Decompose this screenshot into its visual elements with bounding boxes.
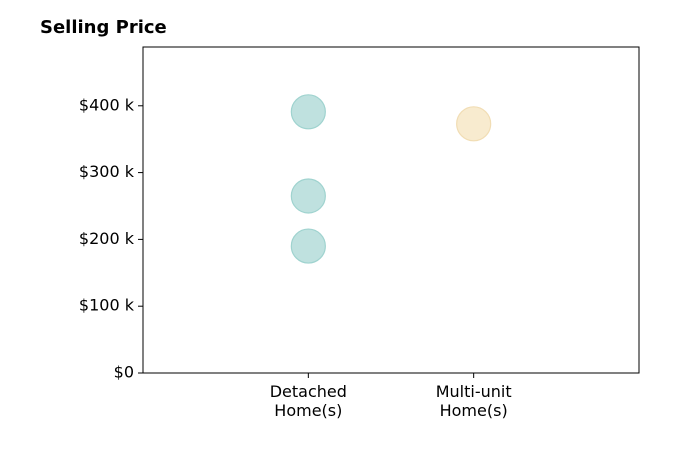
point — [290, 228, 326, 264]
point — [290, 94, 326, 130]
y-tick-label: $400 k — [79, 95, 135, 114]
y-tick-label: $300 k — [79, 162, 135, 181]
y-tick-label: $100 k — [79, 296, 135, 315]
chart-title: Selling Price — [40, 17, 167, 38]
point — [456, 106, 492, 142]
x-tick-label: Detached Home(s) — [269, 382, 347, 420]
point — [290, 178, 326, 214]
y-tick-label: $200 k — [79, 229, 135, 248]
x-tick-label: Multi-unit Home(s) — [435, 382, 512, 420]
y-tick-label: $0 — [114, 363, 134, 382]
plot-frame — [142, 46, 640, 374]
